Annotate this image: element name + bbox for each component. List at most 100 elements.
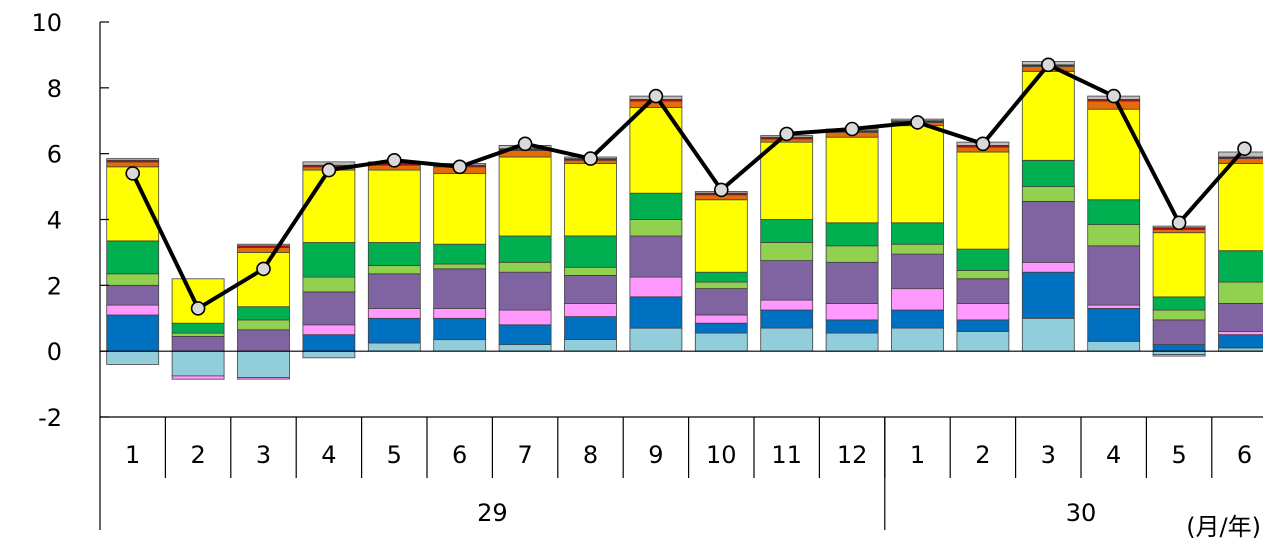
line-point-4 bbox=[322, 164, 335, 177]
bar-segment-18-4 bbox=[1219, 303, 1263, 331]
bar-segment-15-1 bbox=[1022, 318, 1074, 351]
bar-segment-12-1 bbox=[826, 333, 878, 351]
bar-segment-13-4 bbox=[892, 254, 944, 289]
bar-segment-11-7 bbox=[761, 142, 813, 219]
x-tick-label: 1 bbox=[125, 441, 140, 469]
bar-segment-10-1 bbox=[695, 333, 747, 351]
bar-segment-14-3 bbox=[957, 303, 1009, 320]
bar-segment-5-2 bbox=[368, 318, 420, 343]
bar-segment-5-7 bbox=[368, 170, 420, 242]
y-tick-label: 2 bbox=[47, 272, 62, 300]
y-tick-label: 10 bbox=[31, 9, 62, 37]
bar-segment-7-6 bbox=[499, 236, 551, 262]
y-tick-label: 8 bbox=[47, 75, 62, 103]
bar-segment-8-4 bbox=[565, 276, 617, 304]
bar-segment-14-4 bbox=[957, 279, 1009, 304]
x-tick-label: 8 bbox=[583, 441, 598, 469]
bar-segment-2-5 bbox=[172, 333, 224, 336]
bar-segment-16-4 bbox=[1088, 246, 1140, 305]
y-tick-label: 6 bbox=[47, 141, 62, 169]
bar-segment-13-6 bbox=[892, 223, 944, 244]
bar-segment-11-4 bbox=[761, 261, 813, 301]
line-point-14 bbox=[976, 137, 989, 150]
bar-segment-6-6 bbox=[434, 244, 486, 264]
bar-segment-9-2 bbox=[630, 297, 682, 328]
x-tick-label: 5 bbox=[1171, 441, 1186, 469]
bar-segment-1-6 bbox=[107, 241, 159, 274]
bar-segment-11-3 bbox=[761, 300, 813, 310]
bar-segment-17-4 bbox=[1153, 320, 1205, 345]
bar-segment-4-2 bbox=[303, 335, 355, 352]
bar-segment-13-7 bbox=[892, 126, 944, 223]
bar-segment-1-1 bbox=[107, 351, 159, 364]
bar-segment-7-5 bbox=[499, 262, 551, 272]
bar-segment-14-2 bbox=[957, 320, 1009, 332]
x-tick-label: 2 bbox=[975, 441, 990, 469]
bar-segment-8-5 bbox=[565, 267, 617, 275]
x-tick-label: 2 bbox=[190, 441, 205, 469]
x-tick-label: 4 bbox=[1106, 441, 1121, 469]
bar-segment-13-2 bbox=[892, 310, 944, 328]
bar-segment-5-3 bbox=[368, 308, 420, 318]
bar-segment-10-6 bbox=[695, 272, 747, 282]
bar-segment-10-3 bbox=[695, 315, 747, 323]
bar-segment-2-1 bbox=[172, 351, 224, 376]
bar-segment-6-5 bbox=[434, 264, 486, 269]
bar-segment-6-7 bbox=[434, 173, 486, 244]
bar-segment-12-2 bbox=[826, 320, 878, 333]
bar-segment-9-4 bbox=[630, 236, 682, 277]
bar-segment-12-7 bbox=[826, 137, 878, 223]
bar-segment-14-7 bbox=[957, 152, 1009, 249]
bar-segment-9-6 bbox=[630, 193, 682, 219]
bar-segment-11-5 bbox=[761, 243, 813, 261]
x-tick-label: 6 bbox=[1237, 441, 1252, 469]
bar-segment-8-6 bbox=[565, 236, 617, 267]
bar-segment-10-5 bbox=[695, 282, 747, 289]
bar-segment-2-6 bbox=[172, 323, 224, 333]
bar-segment-17-7 bbox=[1153, 233, 1205, 297]
line-layer bbox=[126, 58, 1251, 315]
bar-segment-2-7 bbox=[172, 279, 224, 323]
bar-segment-16-2 bbox=[1088, 308, 1140, 341]
bar-segment-12-3 bbox=[826, 303, 878, 320]
y-tick-label: 4 bbox=[47, 207, 62, 235]
line-point-16 bbox=[1107, 90, 1120, 103]
x-tick-label: 3 bbox=[256, 441, 271, 469]
bar-segment-17-5 bbox=[1153, 310, 1205, 320]
bar-segment-6-2 bbox=[434, 318, 486, 339]
bar-segment-5-5 bbox=[368, 266, 420, 274]
line-point-9 bbox=[649, 90, 662, 103]
unit-label: (月/年) bbox=[1186, 513, 1261, 540]
bar-segment-16-7 bbox=[1088, 109, 1140, 200]
x-tick-label: 3 bbox=[1041, 441, 1056, 469]
bar-segment-15-4 bbox=[1022, 201, 1074, 262]
bar-segment-12-6 bbox=[826, 223, 878, 246]
total-line bbox=[133, 65, 1245, 309]
line-point-17 bbox=[1173, 216, 1186, 229]
bar-segment-9-1 bbox=[630, 328, 682, 351]
bar-segment-14-1 bbox=[957, 331, 1009, 351]
bar-segment-1-3 bbox=[107, 305, 159, 315]
bar-segment-12-4 bbox=[826, 262, 878, 303]
bar-segment-10-4 bbox=[695, 289, 747, 315]
bar-segment-15-6 bbox=[1022, 160, 1074, 186]
group-label: 29 bbox=[477, 499, 508, 527]
bar-segment-3-5 bbox=[238, 320, 290, 330]
bar-segment-15-3 bbox=[1022, 262, 1074, 272]
line-point-15 bbox=[1042, 58, 1055, 71]
group-label: 30 bbox=[1066, 499, 1097, 527]
bar-segment-4-4 bbox=[303, 292, 355, 325]
bars-layer bbox=[107, 62, 1263, 380]
y-tick-label: 0 bbox=[47, 338, 62, 366]
bar-segment-4-1 bbox=[303, 351, 355, 358]
bar-segment-3-4 bbox=[238, 330, 290, 351]
bar-segment-1-4 bbox=[107, 285, 159, 305]
bar-segment-16-6 bbox=[1088, 200, 1140, 225]
x-tick-label: 12 bbox=[837, 441, 868, 469]
bar-segment-14-5 bbox=[957, 271, 1009, 279]
bar-segment-17-3 bbox=[1153, 355, 1205, 357]
bar-segment-3-3 bbox=[238, 378, 290, 380]
x-tick-label: 10 bbox=[706, 441, 737, 469]
